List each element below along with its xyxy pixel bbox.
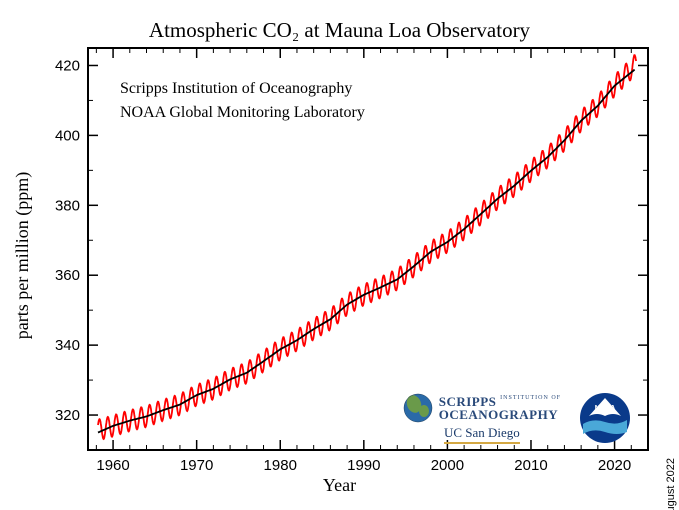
y-tick-label: 360 (55, 267, 80, 284)
x-tick-label: 1980 (264, 457, 297, 474)
logos-block: SCRIPPS INSTITUTION OF OCEANOGRAPHY UC S… (403, 392, 631, 444)
svg-text:NOAA: NOAA (595, 405, 616, 412)
x-tick-label: 1960 (96, 457, 129, 474)
noaa-logo-icon: NOAA (579, 392, 631, 444)
trend-series (98, 70, 635, 433)
x-tick-label: 1990 (347, 457, 380, 474)
y-tick-label: 340 (55, 337, 80, 354)
y-tick-label: 320 (55, 407, 80, 424)
y-tick-label: 400 (55, 127, 80, 144)
x-tick-label: 2010 (514, 457, 547, 474)
x-tick-label: 2020 (598, 457, 631, 474)
x-tick-label: 1970 (180, 457, 213, 474)
globe-icon (403, 393, 433, 423)
chart-container: Atmospheric CO₂ at Mauna Loa Observatory… (0, 0, 679, 510)
scripps-logo: SCRIPPS INSTITUTION OF OCEANOGRAPHY UC S… (403, 393, 561, 444)
ucsd-logo: UC San Diego (444, 425, 520, 444)
y-tick-label: 380 (55, 197, 80, 214)
y-tick-label: 420 (55, 57, 80, 74)
x-tick-label: 2000 (431, 457, 464, 474)
monthly-series (98, 55, 636, 439)
